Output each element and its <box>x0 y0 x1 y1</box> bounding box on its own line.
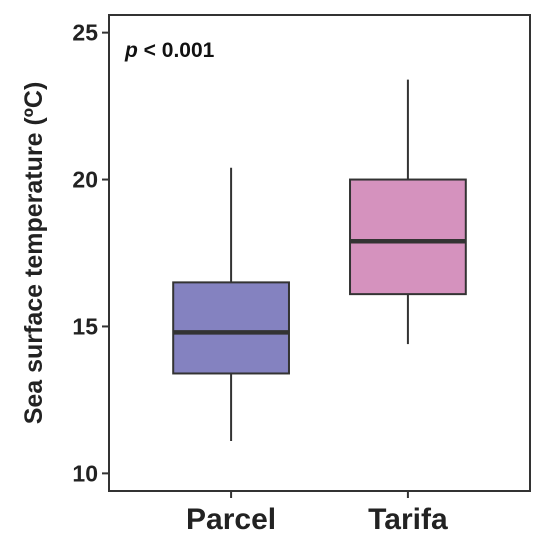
box-tarifa <box>349 79 467 345</box>
plot-frame <box>108 14 531 492</box>
y-tick-label: 25 <box>72 20 98 46</box>
x-axis: Parcel Tarifa <box>186 491 448 536</box>
x-tick-label-parcel: Parcel <box>186 503 276 536</box>
y-tick-label: 15 <box>72 313 98 339</box>
x-tick-label-tarifa: Tarifa <box>368 503 448 536</box>
box-iqr <box>172 281 290 375</box>
y-tick-label: 10 <box>72 460 98 486</box>
y-axis-title: Sea surface temperature (ºC) <box>20 82 48 425</box>
y-tick-label: 20 <box>72 167 98 193</box>
box-parcel <box>172 167 290 442</box>
p-value-annotation: p < 0.001 <box>124 39 215 62</box>
p-symbol: p <box>124 39 138 62</box>
box-iqr <box>349 178 467 296</box>
p-value-text: < 0.001 <box>138 39 215 62</box>
y-axis: 10 15 20 25 <box>72 20 109 486</box>
boxes-layer <box>172 79 467 442</box>
